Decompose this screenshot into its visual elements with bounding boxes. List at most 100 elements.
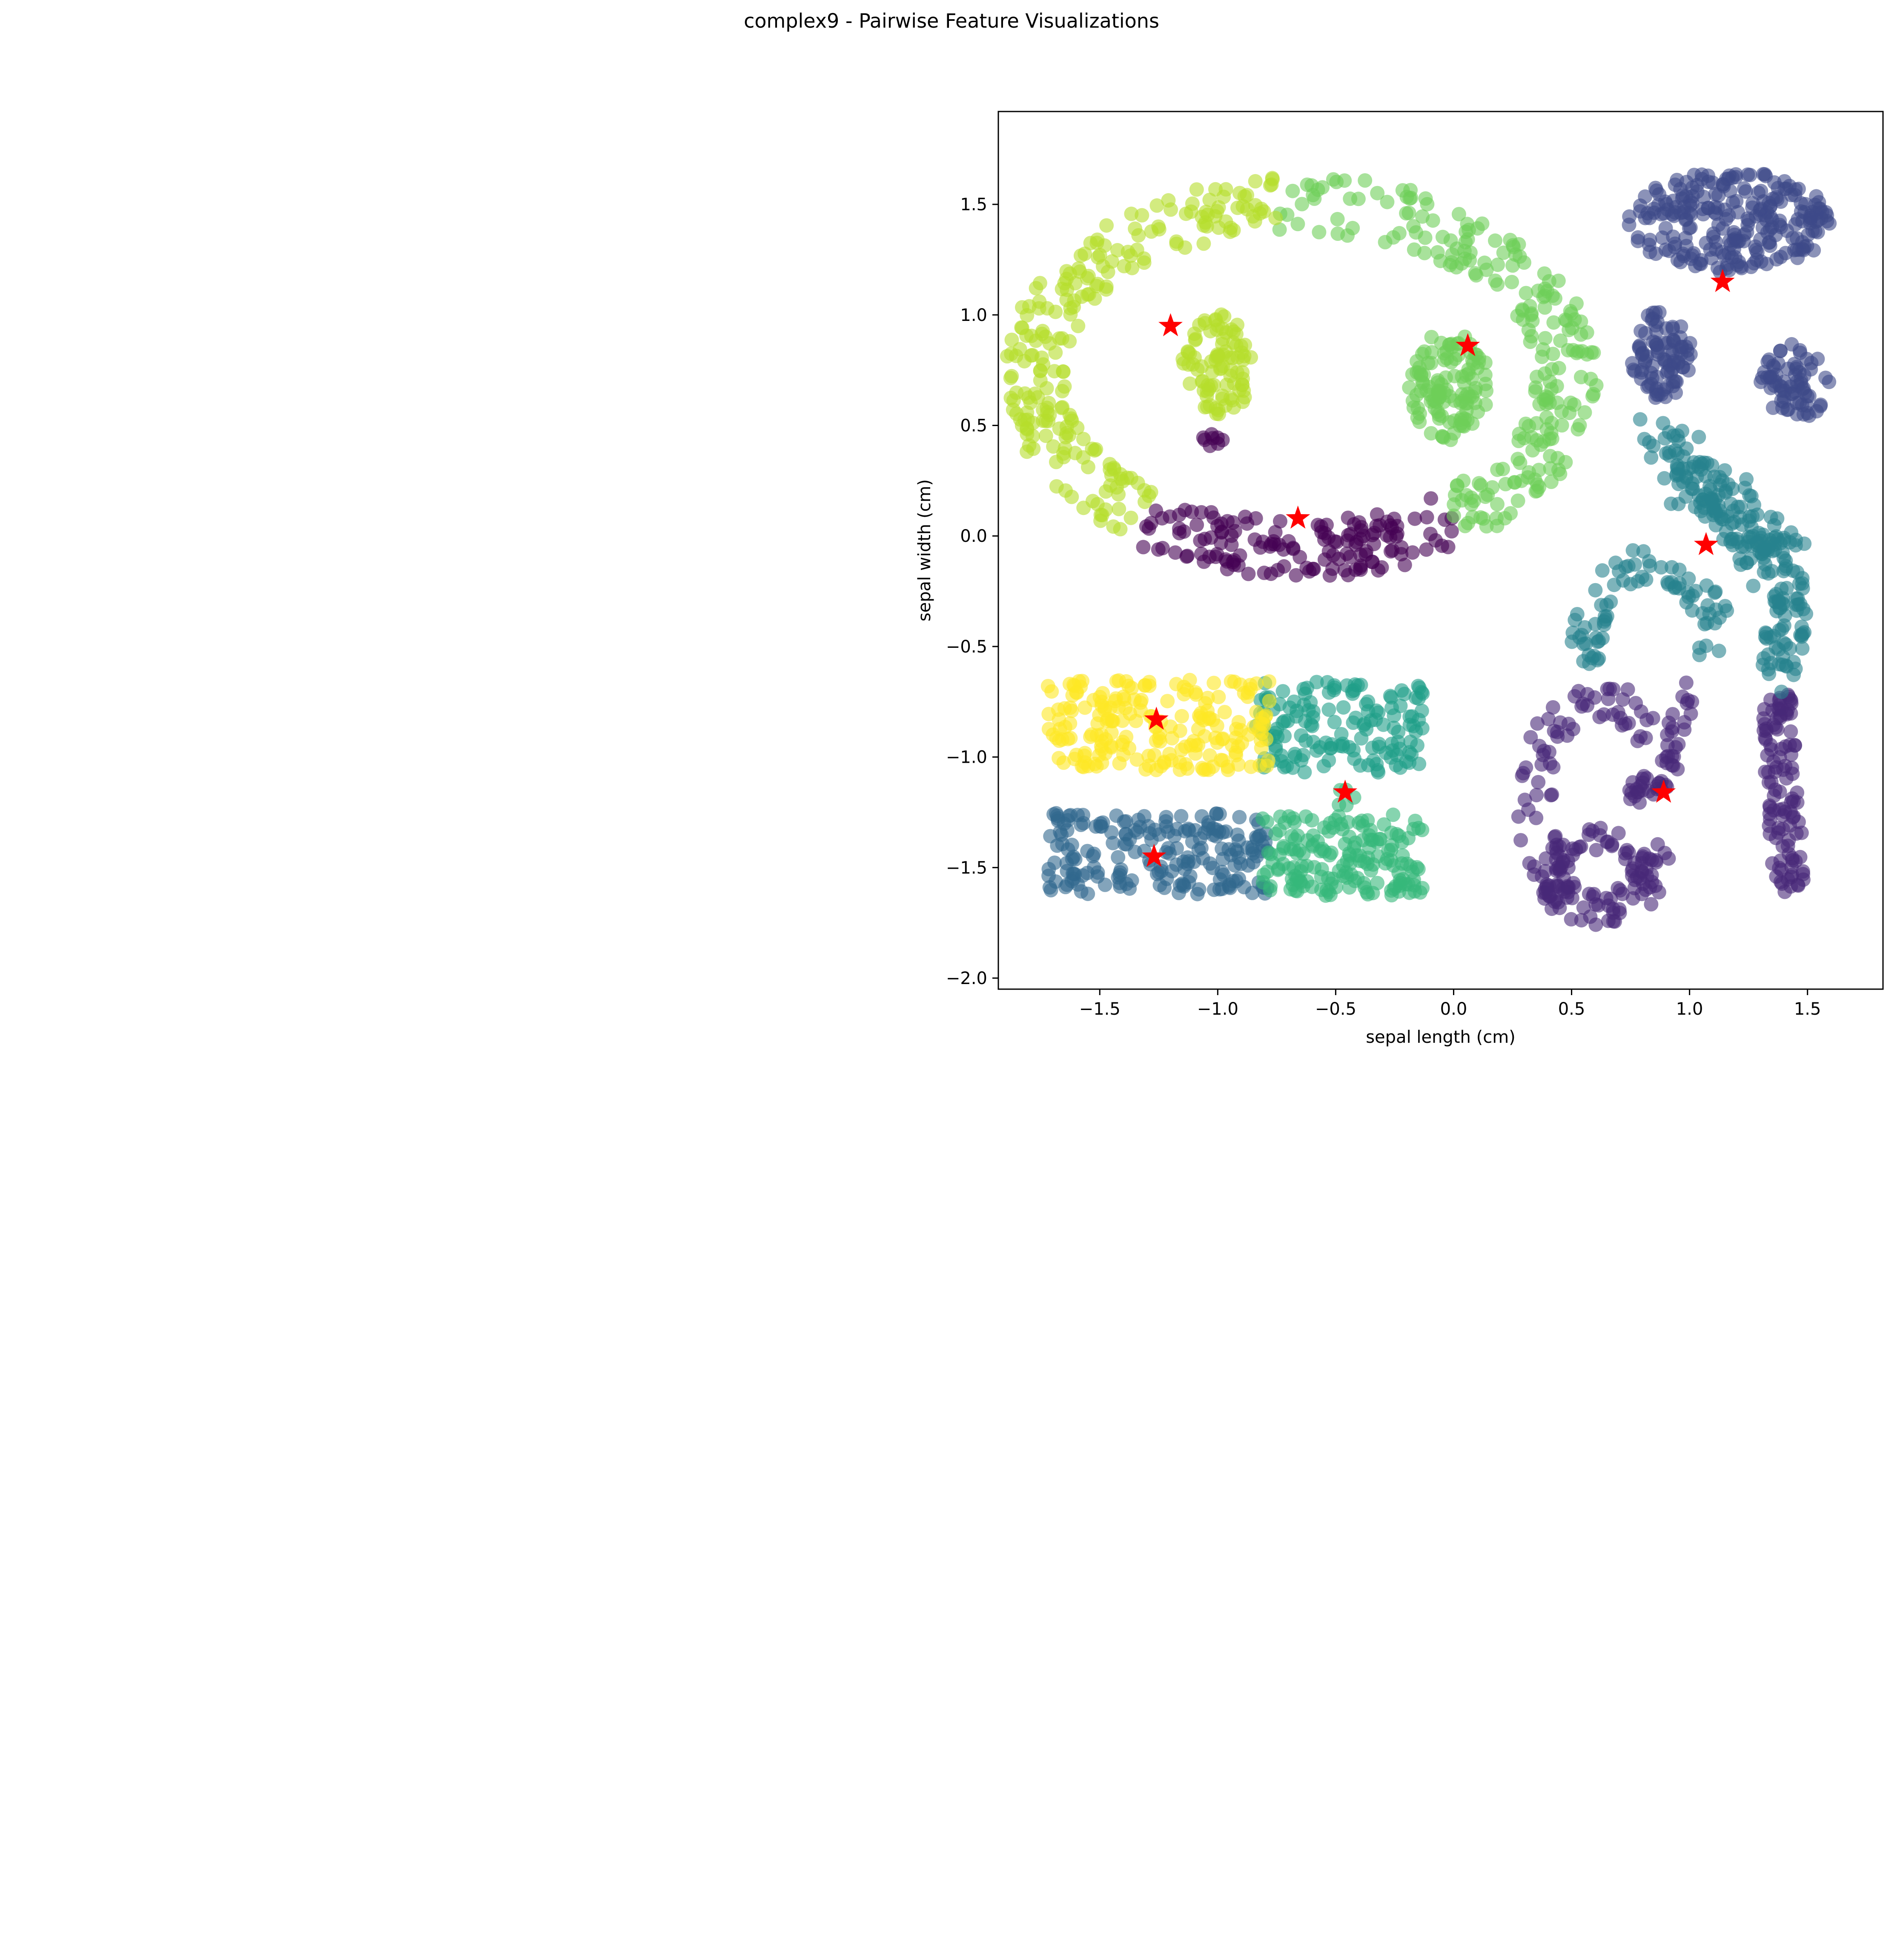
scatter-point-cluster-9 [1207,675,1221,690]
scatter-point-cluster-8 [1189,182,1204,197]
scatter-point-cluster-8 [1076,450,1091,465]
scatter-point-cluster-8 [1218,344,1233,359]
scatter-point-cluster-9 [1210,735,1225,750]
scatter-point-cluster-8 [1240,188,1255,203]
scatter-point-cluster-1 [1566,721,1581,736]
scatter-point-cluster-0 [1339,547,1354,561]
scatter-point-cluster-9 [1254,741,1269,755]
scatter-point-cluster-1 [1645,711,1660,726]
scatter-point-cluster-0 [1163,509,1178,524]
scatter-point-cluster-7 [1478,397,1493,412]
scatter-point-cluster-4 [1790,565,1805,580]
scatter-point-cluster-2 [1642,232,1657,247]
scatter-point-cluster-7 [1538,331,1553,346]
x-axis: −1.5 −1.0 −0.5 0.0 0.5 1.0 1.5 [1079,989,1821,1019]
centroid-layer [1142,269,1735,867]
scatter-point-cluster-5 [1402,745,1417,760]
scatter-point-cluster-0 [1419,510,1434,525]
scatter-point-cluster-8 [1169,237,1184,251]
scatter-point-cluster-7 [1584,345,1599,360]
scatter-point-cluster-4 [1588,583,1603,598]
scatter-point-cluster-8 [1202,192,1217,207]
scatter-point-cluster-8 [1071,318,1086,333]
scatter-point-cluster-6 [1255,875,1270,890]
scatter-point-cluster-7 [1524,430,1539,445]
scatter-point-cluster-4 [1756,651,1771,666]
scatter-point-cluster-7 [1559,313,1574,328]
scatter-point-cluster-0 [1289,568,1304,583]
scatter-point-cluster-1 [1659,750,1674,764]
scatter-point-cluster-0 [1189,518,1204,532]
scatter-point-cluster-7 [1455,387,1470,402]
scatter-point-cluster-5 [1309,675,1324,690]
centroid-star-marker [1158,313,1183,337]
scatter-point-cluster-8 [1003,371,1018,385]
scatter-point-cluster-8 [1055,383,1070,398]
scatter-point-cluster-1 [1785,767,1800,781]
scatter-point-cluster-7 [1340,228,1355,243]
scatter-point-cluster-8 [1161,193,1176,208]
scatter-point-cluster-7 [1510,493,1525,508]
scatter-point-cluster-3 [1060,864,1075,878]
scatter-point-cluster-4 [1594,598,1609,612]
scatter-point-cluster-4 [1664,496,1679,511]
scatter-point-cluster-5 [1372,740,1387,754]
scatter-point-cluster-2 [1716,177,1731,192]
centroid-star-marker [1651,779,1676,803]
scatter-point-cluster-7 [1577,405,1592,420]
scatter-point-cluster-0 [1204,505,1219,520]
scatter-point-cluster-4 [1642,558,1657,573]
scatter-point-cluster-3 [1112,876,1127,890]
scatter-point-cluster-2 [1804,355,1819,370]
scatter-point-cluster-4 [1718,484,1733,498]
scatter-point-cluster-1 [1611,705,1625,720]
scatter-point-cluster-8 [1020,444,1035,459]
scatter-point-cluster-0 [1322,568,1337,583]
scatter-point-cluster-2 [1650,315,1665,329]
scatter-point-cluster-8 [1229,327,1244,341]
scatter-point-cluster-2 [1740,167,1755,182]
scatter-point-cluster-7 [1424,330,1439,344]
scatter-point-cluster-1 [1625,863,1639,878]
scatter-point-cluster-8 [1205,364,1220,379]
scatter-point-cluster-1 [1605,838,1619,853]
scatter-point-cluster-9 [1138,762,1153,777]
scatter-point-cluster-1 [1545,700,1560,715]
scatter-point-cluster-7 [1358,173,1373,188]
scatter-point-cluster-1 [1615,692,1630,707]
scatter-point-cluster-4 [1776,551,1791,566]
scatter-point-cluster-1 [1549,852,1564,867]
scatter-point-cluster-1 [1775,839,1790,854]
scatter-point-cluster-6 [1318,888,1333,903]
scatter-point-cluster-1 [1772,784,1787,799]
scatter-point-cluster-4 [1693,495,1708,510]
scatter-point-cluster-4 [1771,593,1786,608]
scatter-point-cluster-3 [1128,823,1143,838]
scatter-point-cluster-6 [1357,880,1372,895]
scatter-point-cluster-4 [1618,560,1633,575]
points-layer [1000,167,1837,932]
scatter-point-cluster-4 [1767,629,1781,644]
scatter-point-cluster-1 [1541,712,1556,727]
scatter-point-cluster-8 [1135,208,1149,223]
scatter-point-cluster-8 [1209,401,1223,416]
scatter-point-cluster-0 [1359,544,1373,559]
scatter-point-cluster-8 [1038,428,1053,443]
scatter-point-cluster-2 [1622,217,1636,232]
scatter-point-cluster-8 [1099,218,1114,233]
scatter-point-cluster-7 [1490,462,1505,477]
scatter-point-cluster-6 [1396,872,1410,887]
scatter-point-cluster-0 [1394,547,1409,561]
scatter-point-cluster-2 [1664,366,1679,381]
scatter-point-cluster-5 [1321,753,1336,768]
scatter-point-cluster-6 [1339,798,1354,813]
scatter-point-cluster-6 [1338,837,1353,851]
scatter-point-cluster-6 [1272,823,1287,838]
scatter-point-cluster-9 [1163,719,1178,734]
scatter-point-cluster-6 [1261,845,1276,860]
scatter-point-cluster-7 [1543,449,1558,464]
scatter-point-cluster-7 [1285,183,1300,198]
scatter-point-cluster-0 [1208,549,1223,564]
scatter-point-cluster-1 [1785,851,1800,866]
scatter-point-cluster-3 [1055,837,1070,851]
